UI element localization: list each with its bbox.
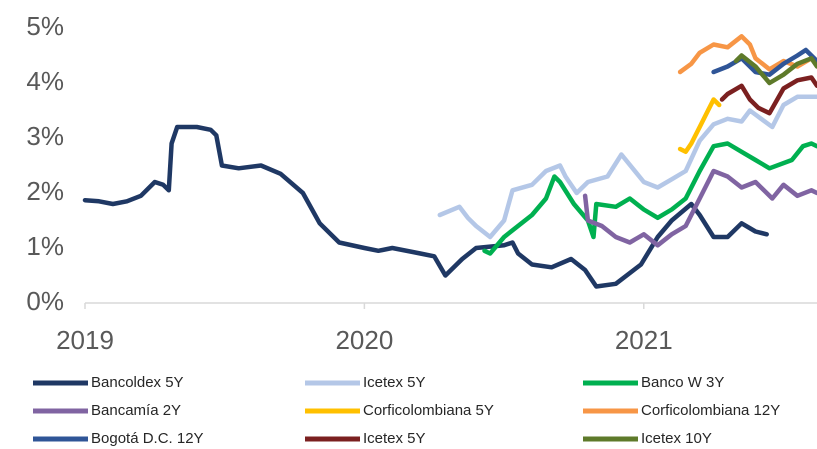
x-tick-label: 2019	[56, 325, 114, 355]
x-tick-label: 2021	[615, 325, 673, 355]
series-line	[582, 168, 817, 248]
legend-label: Bancoldex 5Y	[91, 374, 184, 391]
y-tick-label: 4%	[26, 66, 64, 96]
y-tick-label: 0%	[26, 286, 64, 316]
legend-label: Icetex 10Y	[641, 430, 712, 447]
legend-label: Bancamía 2Y	[91, 402, 181, 419]
x-tick-label: 2020	[335, 325, 393, 355]
series-line	[719, 75, 817, 116]
legend-label: Bogotá D.C. 12Y	[91, 430, 204, 447]
series-line	[677, 97, 722, 155]
y-tick-label: 2%	[26, 176, 64, 206]
legend-label: Icetex 5Y	[363, 430, 426, 447]
legend-label: Banco W 3Y	[641, 374, 724, 391]
series-line	[711, 47, 817, 77]
series-line	[482, 141, 817, 256]
legend-label: Corficolombiana 5Y	[363, 402, 494, 419]
series-line	[437, 94, 817, 240]
legend-label: Corficolombiana 12Y	[641, 402, 780, 419]
series-line	[733, 53, 817, 86]
y-tick-label: 3%	[26, 121, 64, 151]
legend-label: Icetex 5Y	[363, 374, 426, 391]
series-line	[82, 124, 769, 289]
y-tick-label: 5%	[26, 11, 64, 41]
y-tick-label: 1%	[26, 231, 64, 261]
